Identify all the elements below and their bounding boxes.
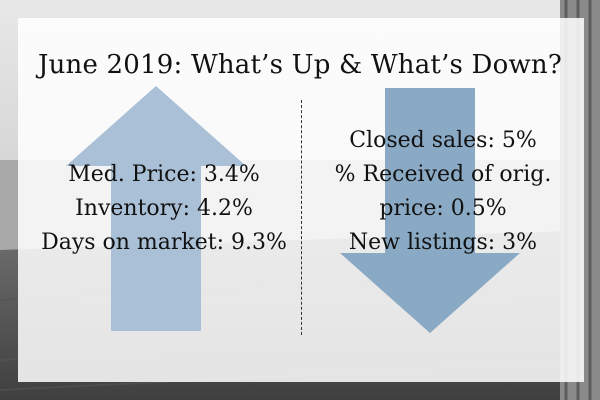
down-arrow-icon — [340, 88, 520, 333]
down-metrics: Closed sales: 5% % Received of orig. pri… — [318, 124, 568, 260]
down-metric-received-of-original: % Received of orig. — [334, 162, 552, 187]
down-metric-closed-sales: Closed sales: 5% — [349, 128, 537, 153]
center-divider — [301, 100, 302, 335]
up-metric-inventory: Inventory: 4.2% — [75, 196, 253, 221]
up-metrics: Med. Price: 3.4% Inventory: 4.2% Days on… — [40, 158, 288, 260]
up-arrow-icon — [66, 86, 246, 331]
page-title: June 2019: What’s Up & What’s Down? — [37, 50, 562, 80]
up-metric-days-on-market: Days on market: 9.3% — [41, 230, 287, 255]
down-metric-new-listings: New listings: 3% — [348, 230, 538, 255]
up-metric-median-price: Med. Price: 3.4% — [68, 162, 260, 187]
down-metric-received-price: price: 0.5% — [379, 196, 507, 221]
